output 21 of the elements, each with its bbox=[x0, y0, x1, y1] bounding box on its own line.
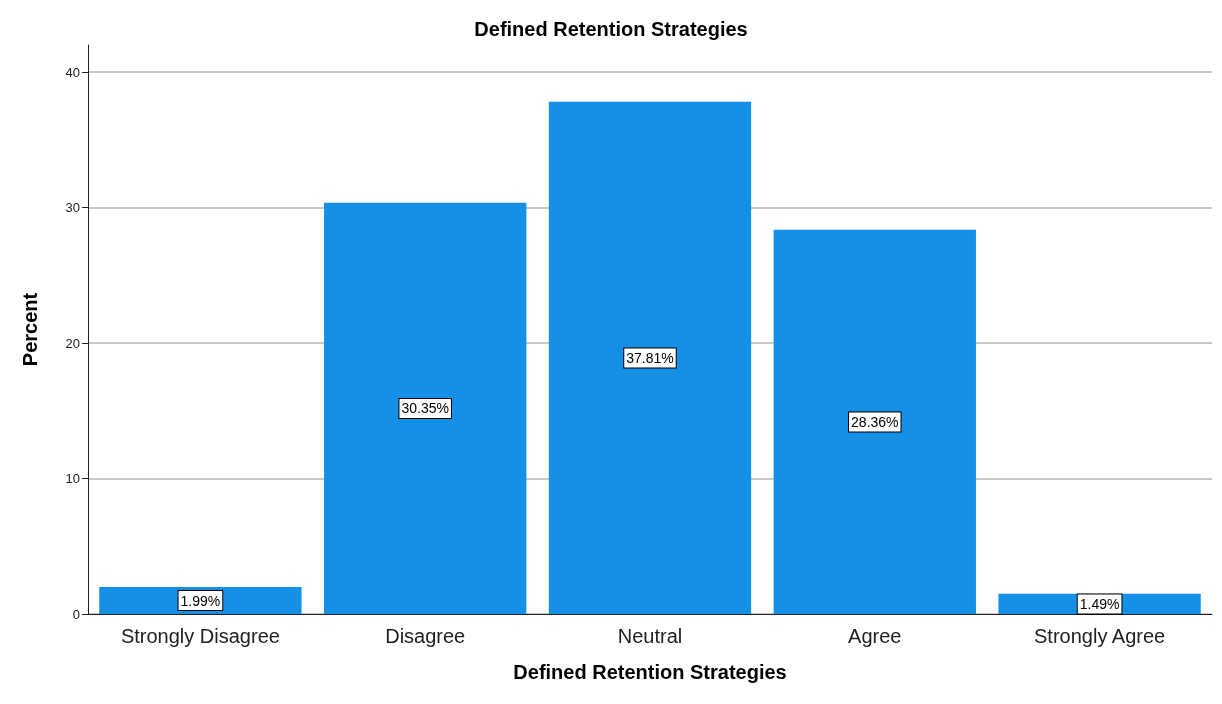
data-label: 37.81% bbox=[626, 349, 674, 366]
y-tick-label: 30 bbox=[65, 200, 80, 216]
bar bbox=[548, 101, 752, 614]
chart-title: Defined Retention Strategies bbox=[474, 18, 748, 40]
bar bbox=[773, 229, 976, 614]
x-tick-label: Strongly Disagree bbox=[120, 625, 280, 647]
x-tick-label: Disagree bbox=[385, 625, 466, 647]
x-tick-label: Strongly Agree bbox=[1034, 625, 1166, 647]
y-tick-label: 40 bbox=[65, 64, 80, 80]
data-label: 28.36% bbox=[851, 413, 899, 430]
x-axis-title: Defined Retention Strategies bbox=[513, 661, 787, 683]
y-tick-label: 0 bbox=[72, 606, 80, 622]
y-axis-title: Percent bbox=[19, 292, 41, 367]
data-label: 30.35% bbox=[401, 400, 449, 417]
data-label: 1.99% bbox=[180, 592, 221, 609]
bar bbox=[324, 202, 527, 614]
x-tick-label: Neutral bbox=[617, 625, 683, 647]
x-tick-label: Agree bbox=[848, 625, 902, 647]
y-tick-label: 10 bbox=[65, 471, 80, 487]
data-label: 1.49% bbox=[1079, 595, 1120, 612]
y-tick-label: 20 bbox=[65, 335, 80, 351]
